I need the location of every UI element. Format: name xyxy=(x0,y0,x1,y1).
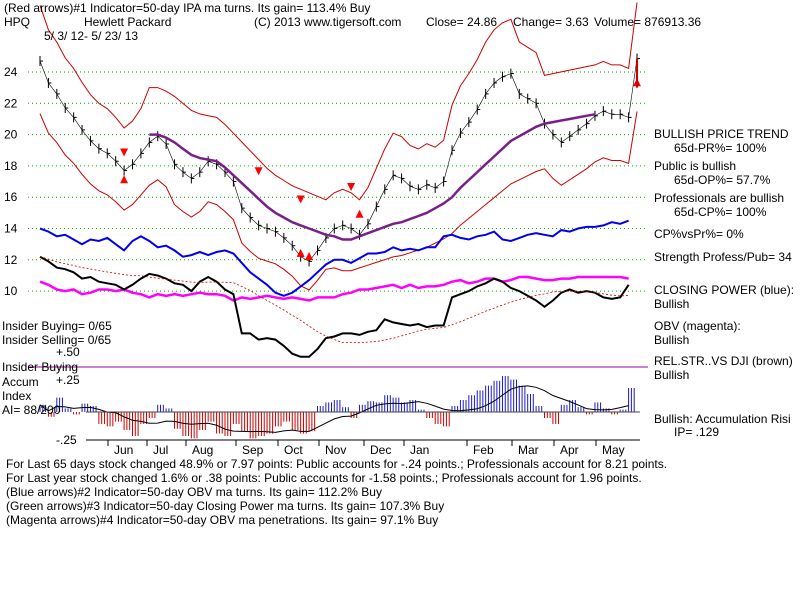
cp-vs-pr: CP%vsPr%= 0% xyxy=(654,227,744,241)
insider-buying-count: Insider Buying= 0/65 xyxy=(2,319,112,333)
obv-line xyxy=(39,275,629,302)
x-tick-oct: Oct xyxy=(284,443,303,457)
closing-power-label: CLOSING POWER (blue): xyxy=(654,283,795,297)
series-layer xyxy=(39,2,641,358)
x-tick-feb: Feb xyxy=(473,443,494,457)
signal-arrow-down xyxy=(120,148,129,157)
change-value: Change= 3.63 xyxy=(513,15,589,29)
ma-50d-line xyxy=(149,113,596,241)
closing-power-line xyxy=(39,219,629,297)
obv-status: Bullish xyxy=(654,333,690,347)
closing-power-status: Bullish xyxy=(654,297,690,311)
indicator-1-line: (Red arrows)#1 Indicator=50-day IPA ma t… xyxy=(4,1,371,15)
footer-indicator-2: (Blue arrows)#2 Indicator=50-day OBV ma … xyxy=(6,485,382,499)
rel-strength-status: Bullish xyxy=(654,368,690,382)
y-tick-20: 20 xyxy=(4,128,18,142)
signal-arrow-up xyxy=(355,209,364,218)
price-line xyxy=(39,58,638,262)
y-tick-18: 18 xyxy=(4,159,18,173)
index-label: Index xyxy=(2,389,32,403)
signal-arrow-down xyxy=(254,167,263,176)
upper-band xyxy=(39,2,638,201)
ai-value: AI= 88/200 xyxy=(2,403,61,417)
pr-percent: 65d-PR%= 100% xyxy=(674,141,767,155)
y-tick-10: 10 xyxy=(4,284,18,298)
signal-arrow-up xyxy=(305,251,314,260)
footer-indicator-4: (Magenta arrows)#4 Indicator=50-day OBV … xyxy=(6,513,439,527)
accum-tick-plus25: +.25 xyxy=(56,373,80,387)
volume-value: Volume= 876913.36 xyxy=(594,15,702,29)
y-tick-24: 24 xyxy=(4,65,18,79)
rel-strength-ma-line xyxy=(39,256,629,344)
footer-65day: For Last 65 days stock changed 48.9% or … xyxy=(6,457,668,471)
strength-ratio: Strength Profess/Pub= 34 xyxy=(654,250,792,264)
rel-strength-label: REL.STR..VS DJI (brown) xyxy=(654,354,793,368)
ticker-symbol: HPQ xyxy=(4,15,31,29)
x-axis: Jun Jul Aug Sep Oct Nov Dec Jan Feb Mar Apr May xyxy=(86,439,640,457)
accum-tick-minus25: -.25 xyxy=(56,433,77,447)
x-tick-dec: Dec xyxy=(370,443,391,457)
x-tick-aug: Aug xyxy=(192,443,213,457)
copyright: (C) 2013 www.tigersoft.com xyxy=(254,15,402,29)
footer-indicator-3: (Green arrows)#3 Indicator=50-day Closin… xyxy=(6,499,445,513)
x-tick-nov: Nov xyxy=(325,443,346,457)
ip-value: IP= .129 xyxy=(674,425,720,439)
op-percent: 65d-OP%= 57.7% xyxy=(674,173,771,187)
x-tick-jul: Jul xyxy=(153,443,168,457)
rel-strength-line xyxy=(39,255,630,358)
cp-percent: 65d-CP%= 100% xyxy=(674,205,767,219)
close-price: Close= 24.86 xyxy=(426,15,498,29)
accum-ma-line xyxy=(39,385,629,433)
obv-label: OBV (magenta): xyxy=(654,319,741,333)
accumulation-status: Bullish: Accumulation Risi xyxy=(654,412,791,426)
company-name: Hewlett Packard xyxy=(84,15,172,29)
public-status: Public is bullish xyxy=(654,159,737,173)
x-tick-jun: Jun xyxy=(114,443,133,457)
x-tick-apr: Apr xyxy=(560,443,579,457)
date-range: 5/ 3/ 12- 5/ 23/ 13 xyxy=(44,29,139,43)
accum-tick-plus50: +.50 xyxy=(56,345,80,359)
x-tick-sep: Sep xyxy=(242,443,264,457)
signal-arrow-down xyxy=(296,195,305,204)
y-tick-14: 14 xyxy=(4,222,18,236)
footer-1year: For Last year stock changed 1.6% or .38 … xyxy=(6,471,642,485)
y-axis-ticks: 24 22 20 18 16 14 12 10 xyxy=(4,65,18,298)
signal-arrow-down xyxy=(347,182,356,191)
accumulation-histogram xyxy=(39,376,640,439)
insider-selling-count: Insider Selling= 0/65 xyxy=(2,333,112,347)
trend-heading: BULLISH PRICE TREND xyxy=(654,127,789,141)
y-tick-16: 16 xyxy=(4,190,18,204)
signal-arrow-up xyxy=(120,175,129,184)
x-tick-jan: Jan xyxy=(410,443,429,457)
x-tick-mar: Mar xyxy=(518,443,539,457)
insider-buying-label: Insider Buying xyxy=(2,360,79,374)
signal-arrow-up xyxy=(296,248,305,257)
y-tick-12: 12 xyxy=(4,253,18,267)
grid-lines xyxy=(28,71,648,368)
y-tick-22: 22 xyxy=(4,96,18,110)
accum-label: Accum xyxy=(2,375,39,389)
x-tick-may: May xyxy=(602,443,625,457)
professionals-status: Professionals are bullish xyxy=(654,191,785,205)
lower-band xyxy=(39,111,638,291)
